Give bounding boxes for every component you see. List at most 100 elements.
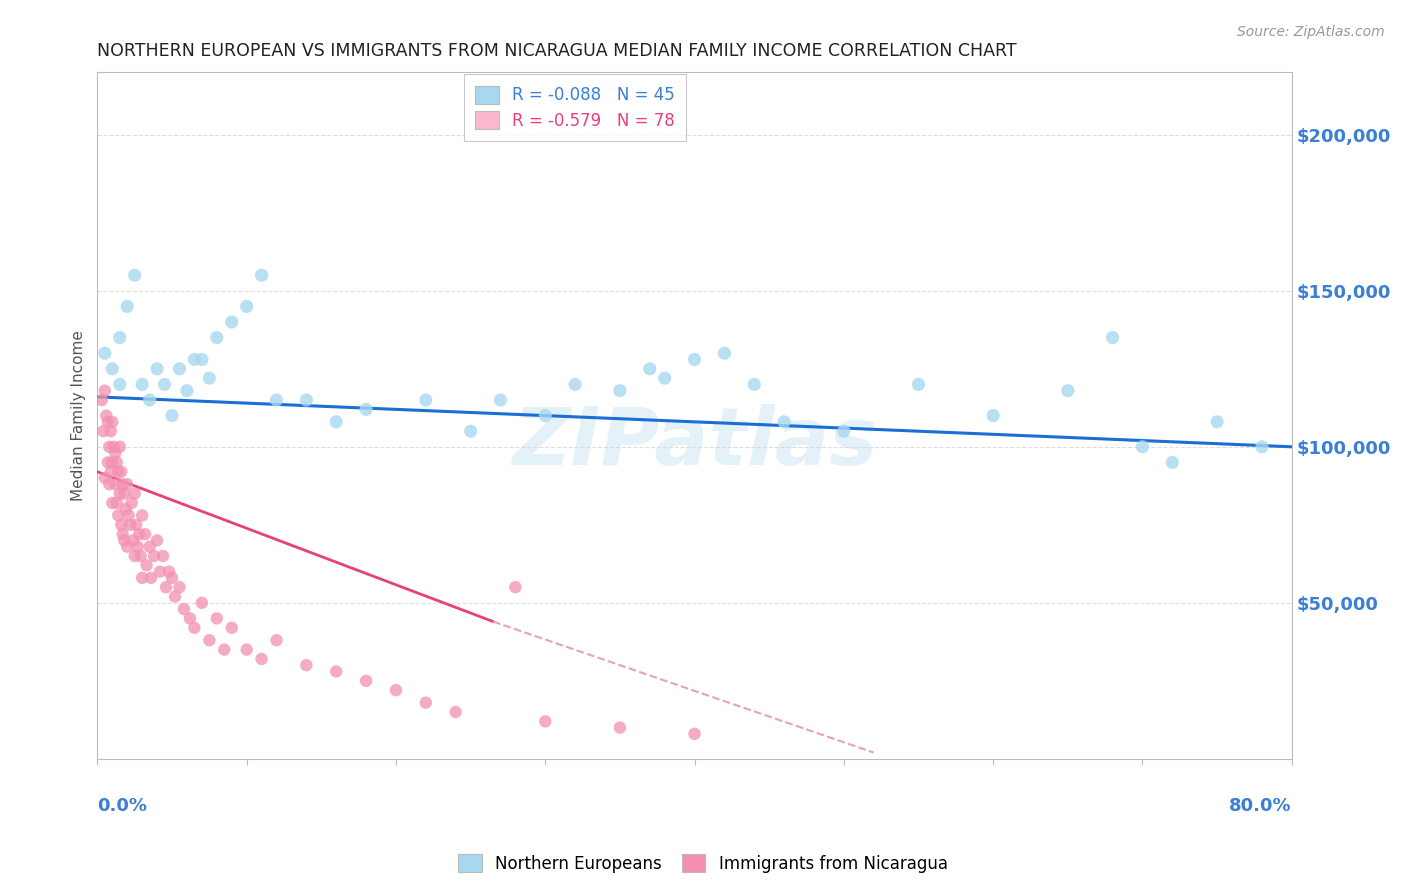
- Point: [138, 392, 160, 407]
- Point: [111, 527, 134, 541]
- Point: [1056, 384, 1078, 398]
- Point: [104, 446, 127, 460]
- Point: [110, 465, 132, 479]
- Text: NORTHERN EUROPEAN VS IMMIGRANTS FROM NICARAGUA MEDIAN FAMILY INCOME CORRELATION : NORTHERN EUROPEAN VS IMMIGRANTS FROM NIC…: [97, 42, 1017, 60]
- Point: [127, 540, 149, 554]
- Point: [149, 565, 172, 579]
- Point: [1206, 415, 1229, 429]
- Point: [96, 409, 118, 423]
- Point: [295, 658, 318, 673]
- Point: [713, 346, 735, 360]
- Text: Source: ZipAtlas.com: Source: ZipAtlas.com: [1237, 25, 1385, 39]
- Point: [101, 415, 124, 429]
- Point: [415, 696, 437, 710]
- Point: [125, 517, 148, 532]
- Point: [609, 384, 631, 398]
- Point: [129, 549, 152, 563]
- Point: [131, 508, 153, 523]
- Point: [108, 440, 131, 454]
- Point: [146, 533, 169, 548]
- Point: [101, 496, 124, 510]
- Point: [173, 602, 195, 616]
- Point: [1101, 330, 1123, 344]
- Point: [115, 300, 138, 314]
- Point: [235, 642, 257, 657]
- Point: [325, 665, 347, 679]
- Point: [505, 580, 527, 594]
- Point: [609, 721, 631, 735]
- Point: [176, 384, 198, 398]
- Point: [124, 486, 146, 500]
- Point: [444, 705, 467, 719]
- Point: [105, 496, 128, 510]
- Point: [198, 371, 221, 385]
- Point: [135, 558, 157, 573]
- Text: ZIPatlas: ZIPatlas: [512, 404, 877, 482]
- Point: [107, 465, 129, 479]
- Point: [250, 652, 273, 666]
- Point: [105, 455, 128, 469]
- Point: [325, 415, 347, 429]
- Point: [115, 477, 138, 491]
- Point: [97, 415, 120, 429]
- Point: [108, 377, 131, 392]
- Point: [128, 527, 150, 541]
- Point: [415, 392, 437, 407]
- Point: [534, 714, 557, 729]
- Point: [120, 517, 142, 532]
- Point: [385, 683, 408, 698]
- Point: [121, 496, 143, 510]
- Point: [160, 409, 183, 423]
- Point: [110, 517, 132, 532]
- Point: [198, 633, 221, 648]
- Point: [250, 268, 273, 283]
- Point: [111, 477, 134, 491]
- Point: [160, 571, 183, 585]
- Point: [112, 486, 135, 500]
- Point: [235, 300, 257, 314]
- Point: [114, 502, 136, 516]
- Point: [214, 642, 236, 657]
- Point: [489, 392, 512, 407]
- Point: [100, 465, 122, 479]
- Point: [683, 352, 706, 367]
- Point: [103, 440, 125, 454]
- Point: [138, 540, 160, 554]
- Point: [91, 424, 114, 438]
- Point: [118, 508, 141, 523]
- Point: [354, 673, 377, 688]
- Y-axis label: Median Family Income: Median Family Income: [72, 330, 86, 501]
- Point: [152, 549, 174, 563]
- Point: [564, 377, 586, 392]
- Point: [90, 392, 112, 407]
- Legend: R = -0.088   N = 45, R = -0.579   N = 78: R = -0.088 N = 45, R = -0.579 N = 78: [464, 74, 686, 141]
- Point: [179, 611, 201, 625]
- Point: [221, 621, 243, 635]
- Point: [108, 330, 131, 344]
- Text: 0.0%: 0.0%: [97, 797, 148, 814]
- Point: [97, 455, 120, 469]
- Point: [191, 596, 214, 610]
- Point: [638, 361, 661, 376]
- Point: [139, 571, 162, 585]
- Point: [981, 409, 1004, 423]
- Point: [1251, 440, 1274, 454]
- Point: [124, 549, 146, 563]
- Point: [134, 527, 156, 541]
- Point: [98, 440, 121, 454]
- Point: [131, 571, 153, 585]
- Point: [1132, 440, 1154, 454]
- Point: [131, 377, 153, 392]
- Point: [112, 533, 135, 548]
- Point: [115, 540, 138, 554]
- Point: [104, 477, 127, 491]
- Point: [98, 477, 121, 491]
- Point: [94, 471, 117, 485]
- Point: [157, 565, 180, 579]
- Point: [124, 268, 146, 283]
- Point: [205, 330, 228, 344]
- Point: [107, 508, 129, 523]
- Point: [295, 392, 318, 407]
- Point: [169, 361, 191, 376]
- Point: [742, 377, 765, 392]
